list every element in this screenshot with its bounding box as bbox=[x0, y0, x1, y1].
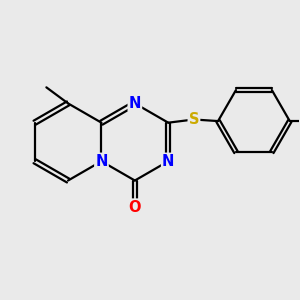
Text: S: S bbox=[189, 112, 199, 127]
Text: N: N bbox=[162, 154, 174, 169]
Text: N: N bbox=[129, 96, 141, 111]
Text: O: O bbox=[129, 200, 141, 214]
Text: N: N bbox=[95, 154, 108, 169]
